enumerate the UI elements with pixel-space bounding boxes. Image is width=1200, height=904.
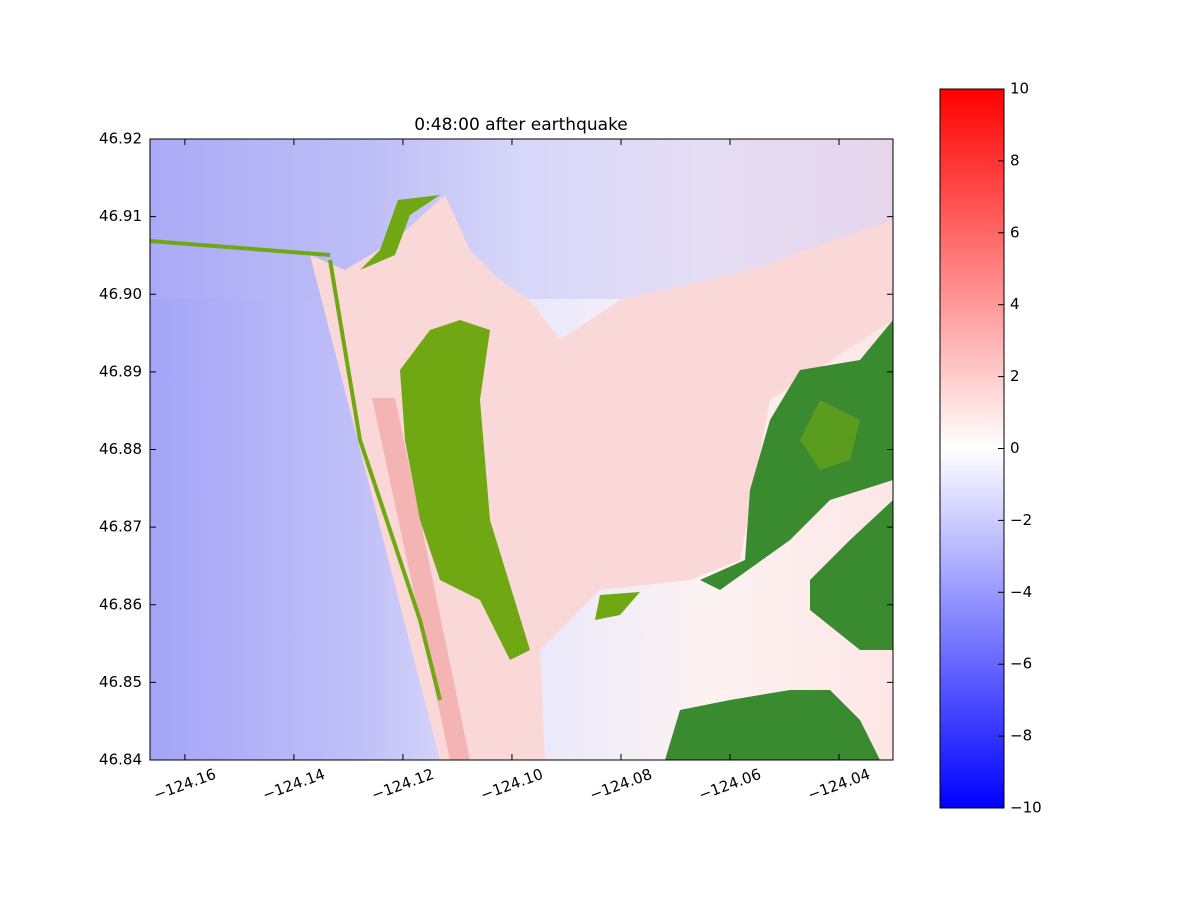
y-tick-label: 46.87 bbox=[99, 518, 142, 536]
colorbar-tick-label: −2 bbox=[1010, 511, 1032, 529]
spit bbox=[328, 259, 442, 701]
colorbar-tick-label: 8 bbox=[1010, 151, 1020, 169]
x-tick-label: −124.08 bbox=[587, 765, 654, 804]
colorbar-tick-label: 0 bbox=[1010, 439, 1020, 457]
x-tick-label: −124.16 bbox=[151, 765, 218, 804]
chart-title: 0:48:00 after earthquake bbox=[414, 115, 628, 135]
colorbar-tick-label: −6 bbox=[1010, 655, 1032, 673]
jetty bbox=[149, 239, 331, 257]
y-tick-label: 46.89 bbox=[99, 362, 142, 380]
land-highlands bbox=[800, 400, 860, 470]
colorbar-tick-label: −4 bbox=[1010, 583, 1032, 601]
x-tick-label: −124.10 bbox=[478, 765, 545, 804]
land-southeast bbox=[810, 500, 893, 650]
x-tick-label: −124.14 bbox=[260, 765, 327, 804]
north-beach bbox=[360, 195, 440, 270]
land-east bbox=[700, 320, 893, 590]
x-tick-label: −124.06 bbox=[696, 765, 763, 804]
peninsula-strip bbox=[372, 398, 470, 760]
y-tick-label: 46.88 bbox=[99, 440, 142, 458]
y-tick-label: 46.92 bbox=[99, 130, 142, 148]
colorbar-tick-label: −8 bbox=[1010, 727, 1032, 745]
colorbar-tick-label: 10 bbox=[1010, 80, 1029, 98]
y-tick-label: 46.84 bbox=[99, 751, 142, 769]
colorbar-tick-label: 6 bbox=[1010, 223, 1020, 241]
x-tick-label: −124.12 bbox=[369, 765, 436, 804]
marsh bbox=[400, 320, 530, 660]
map bbox=[149, 139, 893, 760]
islet bbox=[595, 592, 640, 620]
x-tick-label: −124.04 bbox=[805, 765, 872, 804]
y-tick-label: 46.85 bbox=[99, 673, 142, 691]
land-south bbox=[665, 690, 880, 760]
y-tick-label: 46.86 bbox=[99, 595, 142, 613]
colorbar bbox=[939, 88, 1005, 809]
colorbar-tick-label: 2 bbox=[1010, 367, 1020, 385]
colorbar-tick-label: 4 bbox=[1010, 295, 1020, 313]
y-tick-label: 46.91 bbox=[99, 207, 142, 225]
colorbar-tick-label: −10 bbox=[1010, 799, 1042, 817]
y-tick-label: 46.90 bbox=[99, 285, 142, 303]
